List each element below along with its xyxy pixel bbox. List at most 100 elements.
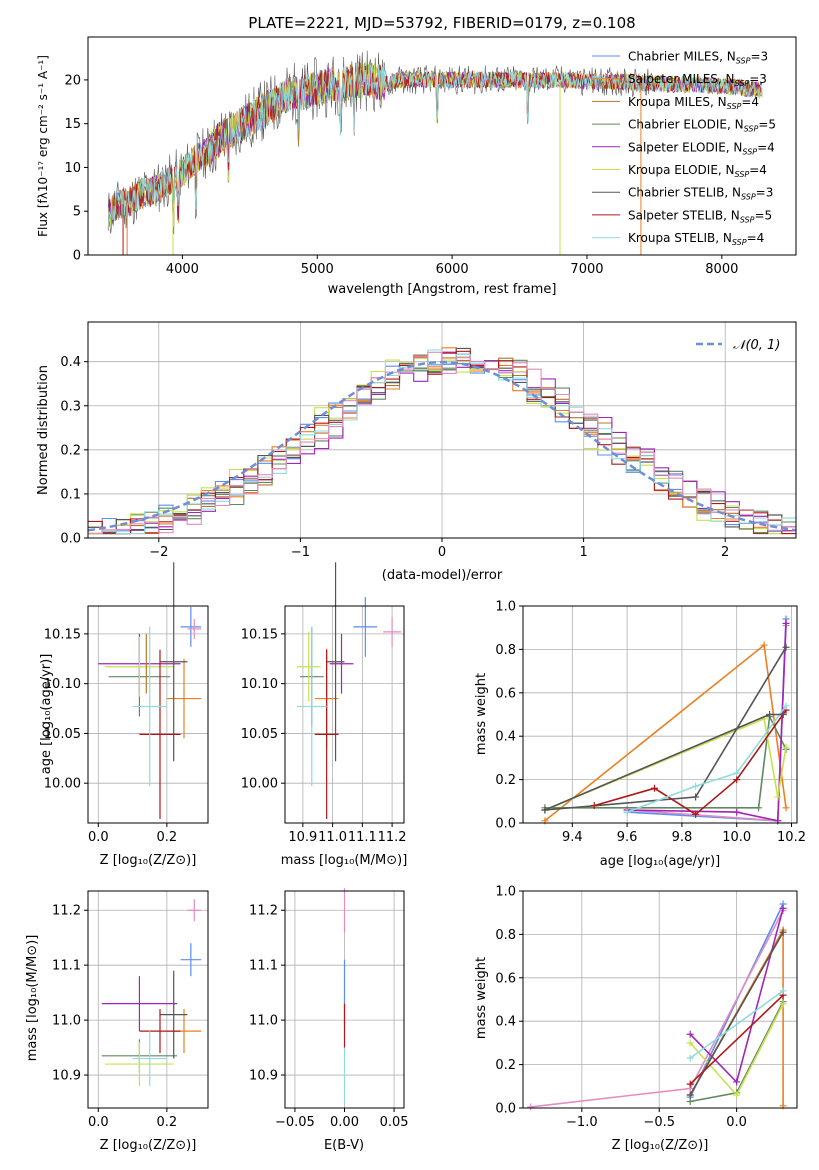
y-tick-label: 10.9: [52, 1069, 81, 1084]
gauss-legend-label: 𝒩(0, 1): [733, 338, 780, 353]
legend-nssp: =4: [747, 231, 765, 245]
series-marker: [733, 776, 741, 784]
legend-subscript: SSP: [736, 57, 751, 66]
y-tick-label: 11.1: [249, 959, 278, 974]
spectrum-ylabel: Flux [fλ10⁻¹⁷ erg cm⁻² s⁻¹ A⁻¹]: [36, 55, 50, 237]
legend-model: Chabrier MILES, N: [628, 50, 736, 64]
weight-vs-age-ylabel: mass weight: [474, 673, 489, 755]
series-line: [689, 994, 784, 1085]
series-marker: [590, 802, 598, 810]
y-tick-label: 10: [64, 161, 81, 176]
series-marker: [651, 784, 659, 792]
spectrum-panel: PLATE=2221, MJD=53792, FIBERID=0179, z=0…: [36, 14, 797, 297]
legend-label: Salpeter MILES, NSSP=3: [628, 72, 767, 88]
gauss-curve: [88, 360, 796, 532]
x-tick-label: 0.2: [157, 830, 178, 845]
y-tick-label: 11.2: [249, 904, 278, 919]
mass-vs-ebv-xlabel: E(B-V): [324, 1138, 364, 1153]
spectrum-plot-area: [107, 50, 763, 255]
legend-subscript: SSP: [742, 147, 757, 156]
age-vs-z-panel: 0.0 0.2 10.00 10.05 10.10 10.15: [44, 562, 209, 845]
x-tick-label: −0.05: [275, 1115, 315, 1130]
series-marker: [692, 793, 700, 801]
spectrum-lines: [107, 50, 763, 255]
series-marker: [692, 782, 700, 790]
weight-vs-age-panel: 9.4 9.6 9.8 10.0 10.2 0.0 0.2 0.4 0.6 0.8 1.0: [495, 600, 806, 846]
series-marker: [527, 1103, 535, 1111]
x-tick-label: 0.2: [157, 1115, 178, 1130]
legend-subscript: SSP: [741, 193, 756, 202]
series-line: [544, 713, 787, 809]
series-marker: [779, 987, 787, 995]
series-marker: [733, 1091, 741, 1099]
y-tick-label: 10.05: [44, 727, 81, 742]
x-tick-label: 0.0: [88, 830, 109, 845]
series-marker: [782, 702, 790, 710]
legend-model: Kroupa STELIB, N: [628, 231, 732, 245]
legend-subscript: SSP: [727, 102, 742, 111]
series-marker: [623, 808, 631, 816]
series-marker: [686, 1080, 694, 1088]
series-marker: [686, 1039, 694, 1047]
axes-frame: [284, 890, 405, 1109]
y-tick-label: 0.1: [60, 487, 81, 502]
series-marker: [766, 711, 774, 718]
series-marker: [782, 643, 790, 651]
age-vs-z-ylabel: age [log₁₀(age/yr)]: [39, 654, 54, 775]
series-marker: [774, 793, 782, 801]
legend-subscript: SSP: [735, 79, 750, 88]
weight-vs-age-xlabel: age [log₁₀(age/yr)]: [600, 854, 721, 869]
age-vs-mass-panel: 10.9 11.0 11.1 11.2 10.00 10.05 10.10 10.15: [241, 562, 407, 845]
axes-frame: [522, 605, 798, 824]
axes-frame: [87, 605, 209, 824]
axes-frame: [522, 890, 798, 1109]
weight-vs-z-xlabel: Z [log₁₀(Z/Z⊙)]: [612, 1138, 709, 1153]
y-tick-label: 0.8: [495, 643, 516, 658]
y-tick-label: 0.2: [495, 773, 516, 788]
x-tick-label: 0.05: [380, 1115, 409, 1130]
y-tick-label: 0.6: [495, 971, 516, 986]
y-tick-label: 0.2: [495, 1058, 516, 1073]
age-vs-mass-xlabel: mass [log₁₀(M/M⊙)]: [281, 853, 408, 868]
x-tick-label: 6000: [436, 262, 469, 277]
series-marker: [733, 1078, 741, 1086]
legend-label: Chabrier ELODIE, NSSP=5: [628, 118, 776, 134]
series-line: [689, 990, 784, 1059]
axes-frame: [284, 605, 405, 824]
x-tick-label: 8000: [705, 262, 738, 277]
y-tick-label: 0.4: [60, 355, 81, 370]
series-line: [627, 623, 787, 822]
series-line: [593, 709, 787, 816]
y-tick-label: 10.15: [44, 627, 81, 642]
y-tick-label: 0.4: [495, 730, 516, 745]
x-tick-label: −1: [291, 545, 310, 560]
x-tick-label: 9.6: [617, 830, 638, 845]
x-tick-label: −1.0: [566, 1115, 598, 1130]
residual-ylabel: Normed distribution: [36, 365, 51, 495]
x-tick-label: 0.0: [88, 1115, 109, 1130]
x-tick-label: −2: [149, 545, 168, 560]
residual-histogram: [88, 351, 796, 535]
y-tick-label: 10.10: [44, 677, 81, 692]
y-tick-label: 0.6: [495, 686, 516, 701]
series-line: [689, 931, 784, 1096]
axes-frame: [87, 890, 209, 1109]
x-tick-label: 9.4: [562, 830, 583, 845]
series-marker: [782, 743, 790, 751]
x-tick-label: 10.2: [777, 830, 806, 845]
x-tick-label: 2: [721, 545, 729, 560]
series-marker: [686, 1054, 694, 1062]
y-tick-label: 11.1: [52, 959, 81, 974]
y-tick-label: 0.4: [495, 1015, 516, 1030]
spectrum-series-line: [107, 61, 763, 229]
legend-label: Kroupa MILES, NSSP=4: [628, 95, 759, 111]
y-tick-label: 0.0: [495, 1102, 516, 1117]
series-marker: [733, 808, 741, 816]
series-marker: [755, 804, 763, 812]
series-marker: [692, 810, 700, 818]
legend-nssp: =3: [749, 72, 767, 86]
y-tick-label: 0.2: [60, 443, 81, 458]
x-tick-label: 10.9: [288, 830, 317, 845]
legend-subscript: SSP: [735, 170, 750, 179]
